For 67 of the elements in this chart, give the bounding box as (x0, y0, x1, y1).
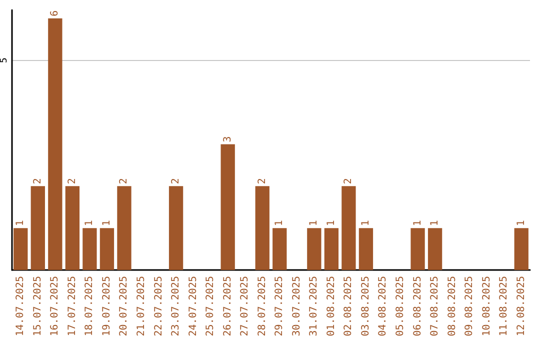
x-tick-label: 12.08.2025 (516, 276, 527, 336)
y-tick-label: 5 (0, 58, 10, 64)
data-label: 1 (84, 220, 96, 226)
data-label: 1 (15, 220, 26, 226)
x-tick-label: 02.08.2025 (343, 276, 354, 336)
x-tick-label: 04.08.2025 (378, 276, 389, 336)
data-label: 3 (222, 136, 234, 142)
x-tick-label: 22.07.2025 (153, 276, 164, 336)
bar (220, 144, 235, 270)
x-tick-label: 11.08.2025 (498, 276, 510, 336)
bar (358, 228, 374, 270)
x-tick-label: 26.07.2025 (222, 276, 234, 336)
x-tick-label: 01.08.2025 (326, 276, 337, 336)
bar (117, 186, 132, 270)
data-label: 1 (430, 220, 441, 226)
x-tick-label: 21.07.2025 (136, 276, 147, 336)
x-tick-label: 29.07.2025 (274, 276, 286, 336)
x-tick-label: 08.08.2025 (446, 276, 458, 336)
data-label: 2 (256, 178, 268, 184)
x-tick-label: 31.07.2025 (308, 276, 320, 336)
x-tick-label: 18.07.2025 (84, 276, 96, 336)
data-label: 2 (32, 178, 44, 184)
x-tick-label: 09.08.2025 (464, 276, 476, 336)
data-label: 1 (412, 220, 424, 226)
bar (428, 228, 442, 270)
bar (324, 228, 339, 270)
x-tick-label: 10.08.2025 (481, 276, 492, 336)
x-tick-label: 15.07.2025 (32, 276, 44, 336)
x-tick-label: 03.08.2025 (360, 276, 372, 336)
x-tick-label: 16.07.2025 (50, 276, 61, 336)
x-tick-label: 24.07.2025 (188, 276, 199, 336)
bar (100, 228, 114, 270)
x-tick-label: 17.07.2025 (66, 276, 78, 336)
data-label: 1 (274, 220, 286, 226)
data-label: 1 (326, 220, 337, 226)
x-tick-label: 30.07.2025 (291, 276, 302, 336)
x-tick-label: 05.08.2025 (395, 276, 406, 336)
data-label: 6 (50, 10, 61, 16)
x-tick-label: 06.08.2025 (412, 276, 424, 336)
bar (410, 228, 425, 270)
bar (14, 228, 28, 270)
x-tick-label: 14.07.2025 (15, 276, 26, 336)
data-label: 1 (101, 220, 112, 226)
bar (272, 228, 287, 270)
data-label: 2 (66, 178, 78, 184)
x-tick-label: 07.08.2025 (430, 276, 441, 336)
data-label: 2 (118, 178, 130, 184)
x-tick-label: 20.07.2025 (118, 276, 130, 336)
bar (307, 228, 322, 270)
x-tick-label: 27.07.2025 (240, 276, 251, 336)
bar (65, 186, 80, 270)
bar (82, 228, 97, 270)
x-tick-label: 19.07.2025 (101, 276, 112, 336)
data-label: 1 (308, 220, 320, 226)
data-label: 1 (360, 220, 372, 226)
bar (514, 228, 528, 270)
bar (30, 186, 45, 270)
x-tick-label: 23.07.2025 (170, 276, 182, 336)
data-label: 2 (343, 178, 354, 184)
bar (255, 186, 270, 270)
bar (48, 18, 62, 270)
x-tick-label: 25.07.2025 (205, 276, 216, 336)
x-tick-label: 28.07.2025 (256, 276, 268, 336)
data-label: 1 (516, 220, 527, 226)
bar (342, 186, 356, 270)
data-label: 2 (170, 178, 182, 184)
bar (168, 186, 184, 270)
